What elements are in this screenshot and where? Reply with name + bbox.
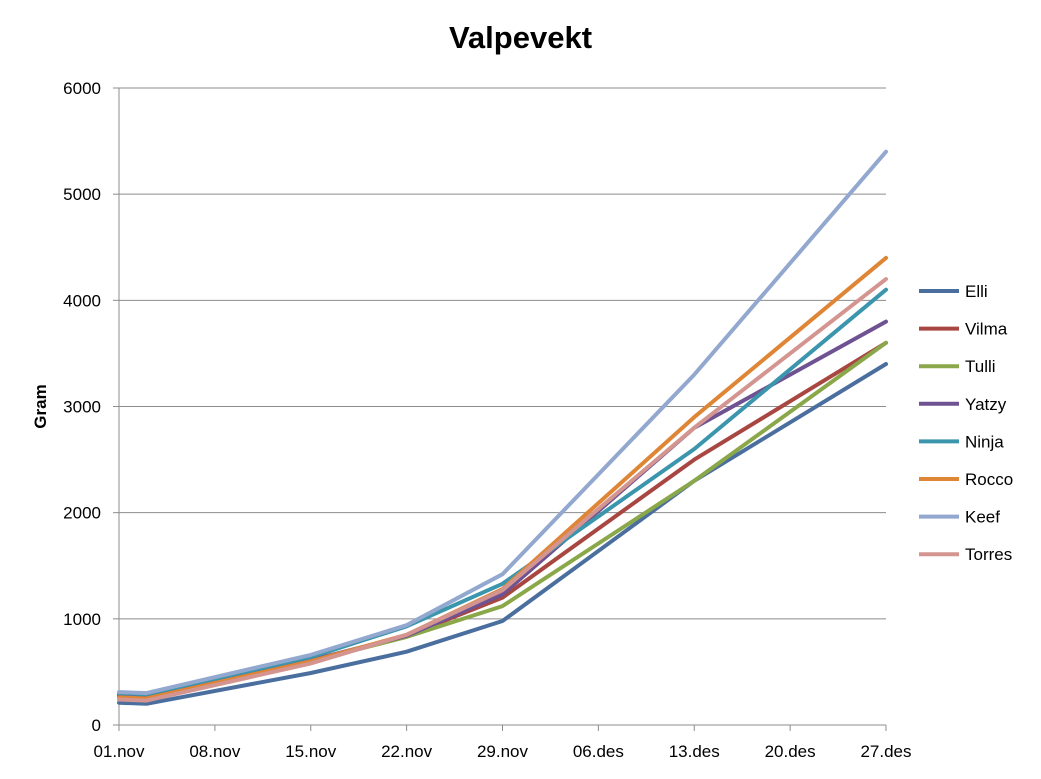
y-tick-label: 0 xyxy=(92,716,101,735)
series-line-yatzy xyxy=(117,319,888,699)
gridlines xyxy=(119,87,886,620)
legend-label: Tulli xyxy=(965,357,996,376)
x-tick-label: 15.nov xyxy=(285,742,337,761)
y-tick-label: 5000 xyxy=(63,185,101,204)
series-line-tulli xyxy=(117,340,888,700)
x-tick-label: 27.des xyxy=(860,742,911,761)
legend-label: Elli xyxy=(965,282,988,301)
legend-label: Keef xyxy=(965,508,1000,527)
series-line-rocco xyxy=(117,255,888,701)
y-tick-label: 3000 xyxy=(63,398,101,417)
x-tick-label: 08.nov xyxy=(189,742,241,761)
series-line-torres xyxy=(117,277,888,703)
y-axis-label: Gram xyxy=(31,384,50,428)
series-line-ninja xyxy=(117,287,888,697)
y-tick-label: 6000 xyxy=(63,79,101,98)
x-tick-label: 13.des xyxy=(669,742,720,761)
y-tick-label: 4000 xyxy=(63,291,101,310)
y-tick-label: 1000 xyxy=(63,610,101,629)
legend-label: Torres xyxy=(965,545,1012,564)
y-axis-ticks: 0 1000 2000 3000 4000 5000 6000 xyxy=(63,79,119,735)
x-tick-label: 22.nov xyxy=(381,742,433,761)
legend-label: Rocco xyxy=(965,470,1013,489)
x-axis-ticks: 01.nov 08.nov 15.nov 22.nov 29.nov 06.des 13.d… xyxy=(93,725,912,761)
series-lines xyxy=(117,149,888,706)
x-tick-label: 20.des xyxy=(765,742,816,761)
x-tick-label: 01.nov xyxy=(93,742,145,761)
legend-label: Vilma xyxy=(965,320,1008,339)
x-tick-label: 29.nov xyxy=(477,742,529,761)
series-line-vilma xyxy=(117,340,888,700)
chart-title: Valpevekt xyxy=(448,20,593,55)
y-tick-label: 2000 xyxy=(63,504,101,523)
legend-label: Yatzy xyxy=(965,395,1007,414)
series-line-keef xyxy=(117,149,888,696)
legend-label: Ninja xyxy=(965,432,1004,451)
legend: Elli Vilma Tulli Yatzy Ninja Rocco Keef Torres xyxy=(919,282,1013,564)
x-tick-label: 06.des xyxy=(573,742,624,761)
